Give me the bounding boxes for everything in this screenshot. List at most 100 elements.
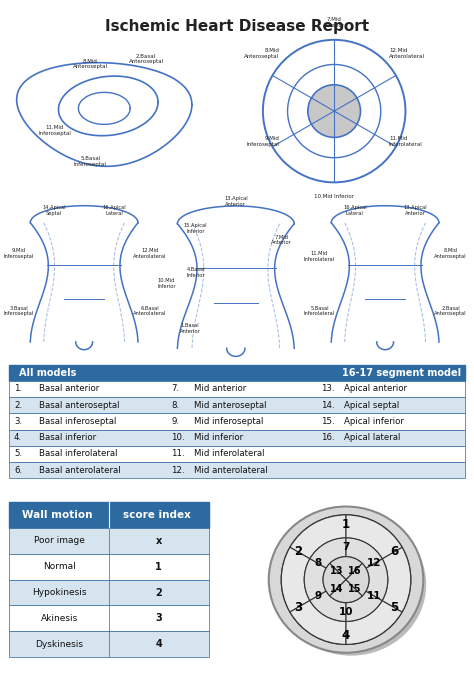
- Text: 12.Mid
Anterolateral: 12.Mid Anterolateral: [133, 248, 166, 259]
- Text: Akinesis: Akinesis: [41, 614, 78, 623]
- Text: 2.Basal
Anteroseptal: 2.Basal Anteroseptal: [435, 305, 467, 316]
- Text: Basal anterolateral: Basal anterolateral: [39, 466, 121, 475]
- Text: 6.Basal
Anterolateral: 6.Basal Anterolateral: [133, 305, 166, 316]
- Wedge shape: [304, 559, 326, 601]
- Ellipse shape: [276, 514, 426, 656]
- Wedge shape: [281, 547, 310, 612]
- Text: 13.Apical
Anterior: 13.Apical Anterior: [224, 196, 248, 206]
- Text: 11.Mid
Inferolateral: 11.Mid Inferolateral: [304, 251, 335, 262]
- Text: 8: 8: [314, 559, 322, 568]
- Text: 4: 4: [342, 629, 350, 642]
- Wedge shape: [366, 559, 388, 601]
- Wedge shape: [346, 515, 402, 559]
- FancyBboxPatch shape: [9, 429, 465, 446]
- Text: 5.Basal
Inferolateral: 5.Basal Inferolateral: [304, 305, 335, 316]
- Text: 11.: 11.: [171, 449, 185, 458]
- Text: 8.: 8.: [171, 400, 179, 409]
- Text: Mid anteroseptal: Mid anteroseptal: [194, 400, 266, 409]
- Text: x: x: [155, 536, 162, 546]
- Text: 4: 4: [155, 639, 162, 649]
- Wedge shape: [290, 601, 346, 645]
- Wedge shape: [346, 563, 369, 596]
- Text: 3: 3: [155, 613, 162, 623]
- Text: 13.Apical
Anterior: 13.Apical Anterior: [403, 205, 427, 216]
- Text: Mid inferior: Mid inferior: [194, 433, 243, 442]
- Circle shape: [281, 515, 411, 645]
- Text: 14.Apical
Septal: 14.Apical Septal: [42, 205, 66, 216]
- Wedge shape: [346, 538, 382, 568]
- Text: 7.: 7.: [171, 385, 179, 394]
- Text: 9.Mid
Inferoseptal: 9.Mid Inferoseptal: [246, 136, 279, 147]
- Text: 14.: 14.: [321, 400, 335, 409]
- Text: 3: 3: [294, 601, 302, 614]
- FancyBboxPatch shape: [9, 413, 465, 429]
- Text: 12: 12: [367, 559, 381, 568]
- Text: Hypokinesis: Hypokinesis: [32, 588, 86, 597]
- Circle shape: [308, 85, 361, 138]
- Text: 15.Apical
Inferior: 15.Apical Inferior: [184, 223, 208, 234]
- Text: 12.Mid
Anterolateral: 12.Mid Anterolateral: [389, 48, 425, 59]
- Text: Wall motion: Wall motion: [22, 510, 92, 520]
- Text: 5: 5: [390, 601, 398, 614]
- Text: Apical inferior: Apical inferior: [344, 417, 404, 426]
- Text: 13.: 13.: [321, 385, 335, 394]
- Text: 1: 1: [342, 517, 350, 530]
- Text: 4.Basal
Inferior: 4.Basal Inferior: [186, 267, 205, 278]
- Text: 5.Basal
Inferoseptal: 5.Basal Inferoseptal: [74, 156, 107, 166]
- FancyBboxPatch shape: [9, 502, 209, 528]
- Text: 10.: 10.: [171, 433, 185, 442]
- Text: 2: 2: [294, 546, 302, 559]
- Text: 15: 15: [348, 583, 362, 594]
- Text: 8.Mid
Anteroseptal: 8.Mid Anteroseptal: [435, 248, 467, 259]
- Text: 7.Mid
Anterior: 7.Mid Anterior: [323, 17, 345, 28]
- Text: Apical septal: Apical septal: [344, 400, 399, 409]
- Text: 12.: 12.: [171, 466, 185, 475]
- FancyBboxPatch shape: [9, 554, 209, 579]
- Text: 9: 9: [314, 591, 321, 601]
- Text: 13: 13: [330, 566, 344, 576]
- Wedge shape: [290, 515, 346, 559]
- Text: 16.: 16.: [321, 433, 335, 442]
- Text: 8.Mid
Anteroseptal: 8.Mid Anteroseptal: [73, 58, 108, 69]
- Text: 1: 1: [155, 561, 162, 572]
- Wedge shape: [330, 557, 362, 579]
- Text: Poor image: Poor image: [34, 537, 85, 546]
- Text: 11.Mid
Inferoseptal: 11.Mid Inferoseptal: [38, 125, 71, 136]
- FancyBboxPatch shape: [9, 605, 209, 632]
- FancyBboxPatch shape: [9, 462, 465, 478]
- Text: Apical anterior: Apical anterior: [344, 385, 407, 394]
- Text: 5.: 5.: [14, 449, 22, 458]
- FancyBboxPatch shape: [9, 632, 209, 657]
- Text: 16.Apical
Lateral: 16.Apical Lateral: [102, 205, 126, 216]
- Text: 11.Mid
Inferolateral: 11.Mid Inferolateral: [389, 136, 423, 147]
- FancyBboxPatch shape: [9, 365, 465, 381]
- Text: 9.Mid
Inferoseptal: 9.Mid Inferoseptal: [3, 248, 34, 259]
- Text: Ischemic Heart Disease Report: Ischemic Heart Disease Report: [105, 19, 369, 34]
- Wedge shape: [382, 547, 411, 612]
- Text: 10.Mid
Inferior: 10.Mid Inferior: [157, 278, 176, 289]
- Text: 6.: 6.: [14, 466, 22, 475]
- Text: 7: 7: [342, 542, 350, 552]
- Text: 1.: 1.: [14, 385, 22, 394]
- FancyBboxPatch shape: [9, 446, 465, 462]
- Text: 10: 10: [339, 607, 353, 617]
- Wedge shape: [310, 538, 346, 568]
- Text: Basal anterior: Basal anterior: [39, 385, 100, 394]
- Text: 2.Basal
Anteroseptal: 2.Basal Anteroseptal: [128, 54, 164, 65]
- Text: 2.: 2.: [14, 400, 22, 409]
- Text: Mid anterolateral: Mid anterolateral: [194, 466, 267, 475]
- Text: 10.Mid Inferior: 10.Mid Inferior: [314, 195, 354, 200]
- Text: Normal: Normal: [43, 562, 76, 571]
- Wedge shape: [323, 563, 346, 596]
- Text: Basal inferior: Basal inferior: [39, 433, 96, 442]
- Text: 6: 6: [390, 546, 398, 559]
- FancyBboxPatch shape: [9, 579, 209, 605]
- Text: 1.Basal
Anterior: 1.Basal Anterior: [180, 323, 201, 334]
- Text: Dyskinesis: Dyskinesis: [35, 640, 83, 649]
- Text: Basal inferolateral: Basal inferolateral: [39, 449, 118, 458]
- FancyBboxPatch shape: [9, 381, 465, 397]
- Wedge shape: [346, 591, 382, 621]
- Text: 8.Mid
Anteroseptal: 8.Mid Anteroseptal: [244, 48, 279, 59]
- Text: 16.Apical
Lateral: 16.Apical Lateral: [343, 205, 367, 216]
- Text: score index: score index: [123, 510, 191, 520]
